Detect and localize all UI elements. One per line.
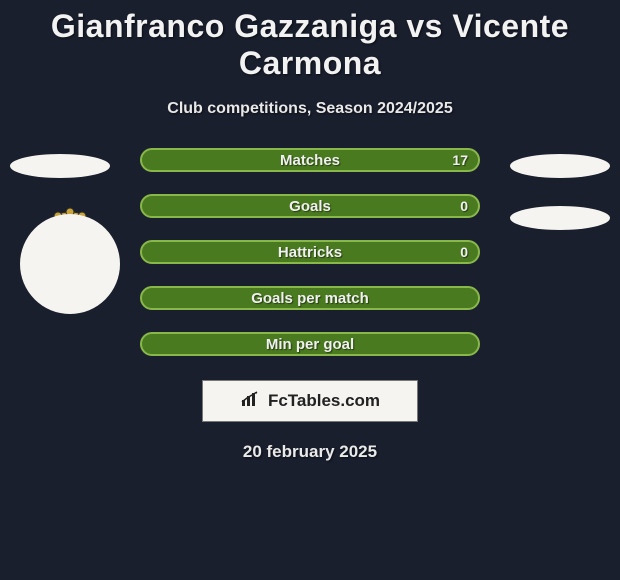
brand-text: FcTables.com	[268, 391, 380, 411]
stat-bar-min-per-goal: Min per goal	[140, 332, 480, 356]
stat-right-value: 17	[452, 152, 468, 168]
stat-right-value: 0	[460, 244, 468, 260]
stat-bars: Matches 17 Goals 0 Hattricks 0 Goals per…	[140, 148, 480, 356]
stat-bar-goals-per-match: Goals per match	[140, 286, 480, 310]
subtitle: Club competitions, Season 2024/2025	[0, 100, 620, 118]
brand-box: FcTables.com	[202, 380, 418, 422]
stat-bar-goals: Goals 0	[140, 194, 480, 218]
crest-background	[20, 214, 120, 314]
stat-label: Goals per match	[251, 290, 369, 307]
stat-label: Min per goal	[266, 336, 354, 353]
player-right-badge-placeholder	[510, 154, 610, 178]
stat-label: Goals	[289, 198, 331, 215]
date-label: 20 february 2025	[0, 442, 620, 462]
player-right-badge-placeholder-2	[510, 206, 610, 230]
stat-bar-hattricks: Hattricks 0	[140, 240, 480, 264]
stat-right-value: 0	[460, 198, 468, 214]
stat-label: Hattricks	[278, 244, 342, 261]
stat-bar-matches: Matches 17	[140, 148, 480, 172]
player-left-badge-placeholder	[10, 154, 110, 178]
stat-label: Matches	[280, 152, 340, 169]
bar-chart-icon	[240, 390, 262, 413]
page-title: Gianfranco Gazzaniga vs Vicente Carmona	[0, 0, 620, 82]
club-crest	[20, 206, 120, 306]
comparison-panel: Matches 17 Goals 0 Hattricks 0 Goals per…	[0, 148, 620, 462]
